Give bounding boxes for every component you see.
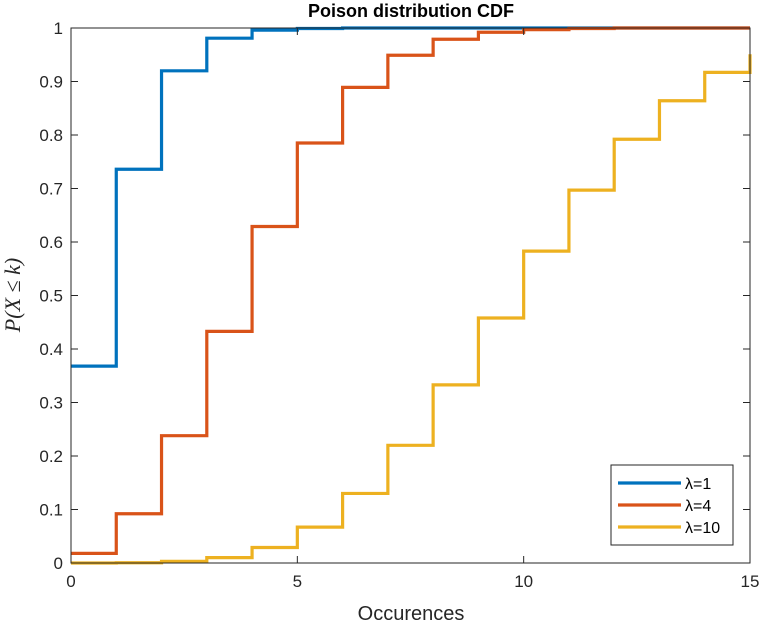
x-tick-label: 15 bbox=[741, 572, 760, 591]
y-tick-label: 0.7 bbox=[39, 180, 63, 199]
x-tick-label: 5 bbox=[293, 572, 302, 591]
y-tick-label: 0.4 bbox=[39, 340, 63, 359]
y-tick-label: 0.8 bbox=[39, 126, 63, 145]
y-axis-title: P(X ≤ k) bbox=[0, 258, 25, 333]
x-axis-title: Occurences bbox=[358, 603, 465, 625]
x-axis-ticks: 0 5 10 15 bbox=[66, 28, 759, 591]
y-tick-label: 0.9 bbox=[39, 73, 63, 92]
series-line-1 bbox=[71, 26, 750, 555]
y-tick-label: 0.5 bbox=[39, 287, 63, 306]
y-tick-label: 0.2 bbox=[39, 447, 63, 466]
y-tick-label: 1 bbox=[54, 19, 63, 38]
y-axis-ticks: 0 0.1 0.2 0.3 0.4 0.5 0.6 0.7 0.8 0.9 1 bbox=[39, 19, 750, 573]
chart-title: Poison distribution CDF bbox=[308, 1, 514, 21]
x-tick-label: 0 bbox=[66, 572, 75, 591]
legend-label-2: λ=10 bbox=[685, 520, 720, 537]
y-tick-label: 0 bbox=[54, 554, 63, 573]
series-line-2 bbox=[71, 54, 752, 565]
y-tick-label: 0.6 bbox=[39, 233, 63, 252]
legend: λ=1 λ=4 λ=10 bbox=[610, 464, 734, 546]
legend-label-0: λ=1 bbox=[685, 476, 711, 493]
legend-items: λ=1 λ=4 λ=10 bbox=[618, 476, 720, 537]
y-tick-label: 0.3 bbox=[39, 394, 63, 413]
y-tick-label: 0.1 bbox=[39, 501, 63, 520]
x-tick-label: 10 bbox=[514, 572, 533, 591]
legend-label-1: λ=4 bbox=[685, 498, 711, 515]
